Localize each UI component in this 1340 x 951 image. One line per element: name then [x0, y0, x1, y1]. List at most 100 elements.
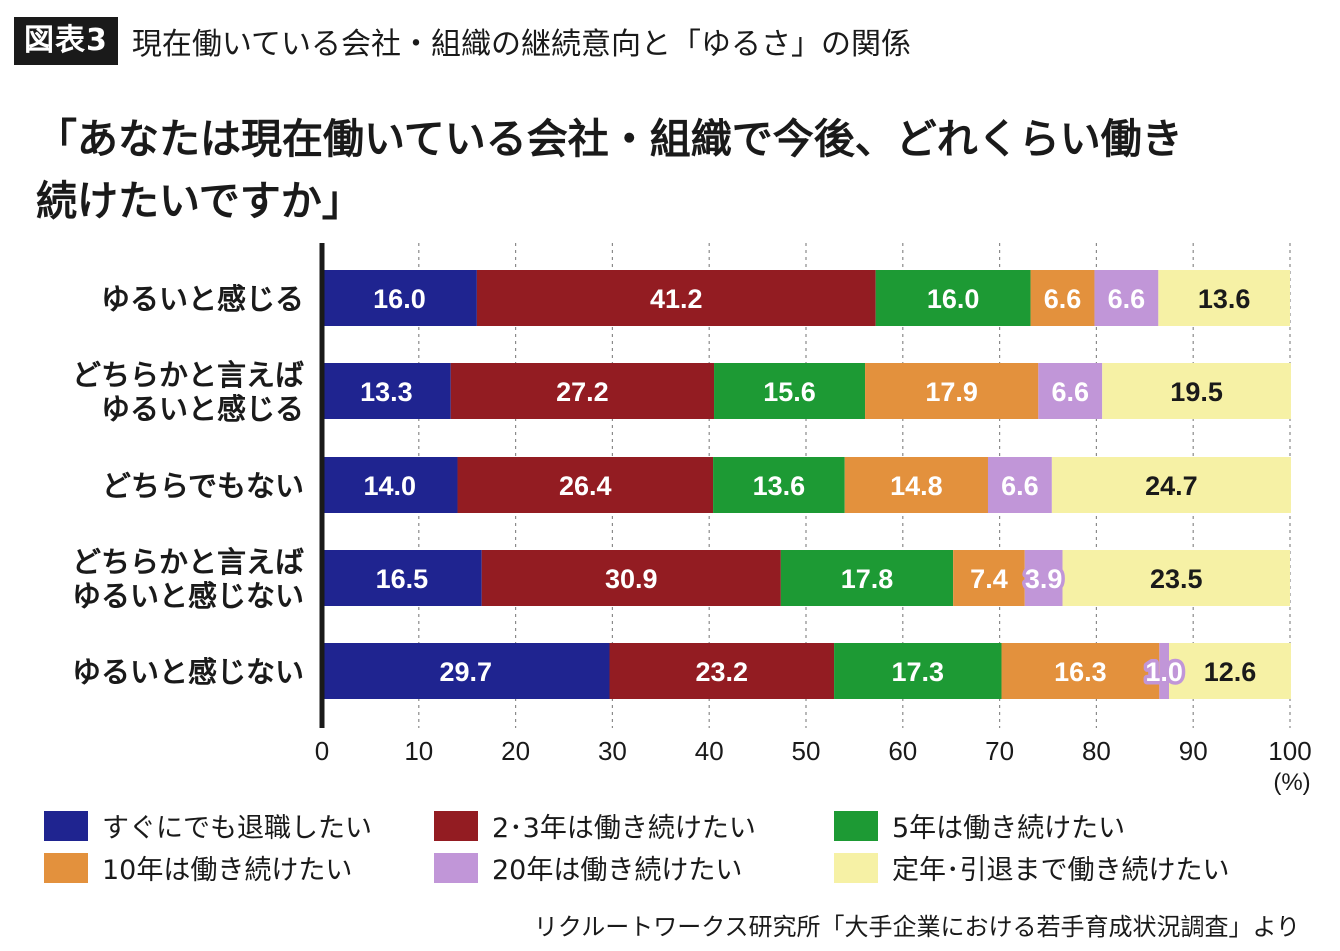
x-tick-label: 40 — [695, 736, 724, 766]
legend-item: 5年は働き続けたい — [834, 806, 1125, 845]
bar-segment — [609, 643, 835, 699]
bar-segment — [450, 363, 715, 419]
category-label: どちらでもない — [102, 469, 304, 503]
bar-segment — [953, 550, 1025, 606]
bar-value-label: 27.2 — [556, 377, 609, 407]
bar-value-label: 15.6 — [763, 377, 816, 407]
bar-value-label: 13.6 — [1198, 284, 1251, 314]
legend-label: 5年は働き続けたい — [892, 813, 1126, 844]
bar-value-label: 29.7 — [439, 657, 492, 687]
bar-segment — [1094, 270, 1159, 326]
x-tick-label: 60 — [888, 736, 917, 766]
bar-segment — [1001, 643, 1160, 699]
category-label: ゆるいと感じない — [72, 655, 304, 689]
bar-value-label: 17.8 — [841, 564, 894, 594]
bar-value-label: 6.6 — [1051, 377, 1089, 407]
bar-segment — [322, 270, 477, 326]
bar-value-label: 24.7 — [1145, 471, 1198, 501]
bar-value-label: 23.2 — [696, 657, 749, 687]
bar-value-label: 6.6 — [1108, 284, 1146, 314]
bar-segment — [1159, 643, 1169, 699]
legend-label: 定年･引退まで働き続けたい — [892, 855, 1230, 886]
bar-value-label: 3.9 — [1025, 564, 1063, 594]
bar-segment — [865, 363, 1039, 419]
bar-segment — [481, 550, 781, 606]
legend-swatch — [44, 852, 88, 883]
bar-value-label: 41.2 — [650, 284, 703, 314]
x-tick-label: 70 — [985, 736, 1014, 766]
x-tick-label: 100 — [1268, 736, 1311, 766]
bar-value-label: 13.6 — [753, 471, 806, 501]
x-tick-label: 80 — [1082, 736, 1111, 766]
legend-swatch — [434, 852, 478, 883]
bar-value-label: 6.6 — [1001, 471, 1039, 501]
x-tick-label: 10 — [404, 736, 433, 766]
x-tick-label: 30 — [598, 736, 627, 766]
legend-label: 2･3年は働き続けたい — [492, 813, 756, 844]
category-label: どちらかと言えば — [72, 545, 304, 579]
legend-item: 2･3年は働き続けたい — [434, 806, 756, 845]
survey-question-line-1: 「あなたは現在働いている会社・組織で今後、どれくらい働き — [36, 115, 1183, 163]
bar-value-label: 30.9 — [605, 564, 658, 594]
bar-value-label: 12.6 — [1204, 657, 1257, 687]
bar-segment — [834, 643, 1002, 699]
legend-item: 10年は働き続けたい — [44, 848, 352, 887]
bar-value-label: 17.9 — [925, 377, 978, 407]
legend-swatch — [834, 852, 878, 883]
category-label: どちらかと言えば — [72, 358, 304, 392]
survey-question-line-2: 続けたいですか」 — [36, 177, 363, 225]
bar-value-label: 6.6 — [1044, 284, 1082, 314]
figure-title: 現在働いている会社・組織の継続意向と「ゆるさ」の関係 — [131, 27, 911, 62]
bar-segment — [1038, 363, 1103, 419]
bar-segment — [875, 270, 1031, 326]
legend-label: 20年は働き続けたい — [492, 855, 743, 886]
legend-item: すぐにでも退職したい — [44, 806, 372, 845]
bar-segment — [476, 270, 876, 326]
stacked-bar-chart: 16.0 41.2 16.0 6.6 6.6 13.6 ゆるいと感じる 13.3 27.2 15.… — [72, 243, 1312, 796]
bar-value-label: 1.0 — [1145, 657, 1183, 687]
bar-value-label: 16.3 — [1054, 657, 1107, 687]
bar-segment — [322, 457, 458, 513]
bar-value-label: 23.5 — [1150, 564, 1203, 594]
figure-number-badge: 図表3 — [14, 17, 118, 65]
bar-segment — [1024, 550, 1063, 606]
legend-item: 定年･引退まで働き続けたい — [834, 848, 1230, 887]
bar-segment — [322, 363, 451, 419]
bar-segment — [322, 643, 610, 699]
category-label: ゆるいと感じない — [72, 579, 304, 613]
bar-segment — [1158, 270, 1290, 326]
bar-segment — [1169, 643, 1291, 699]
legend-item: 20年は働き続けたい — [434, 848, 742, 887]
source-note: リクルートワークス研究所「大手企業における若手育成状況調査」より — [533, 913, 1300, 941]
legend-swatch — [44, 810, 88, 841]
x-tick-label: 90 — [1179, 736, 1208, 766]
bar-segment — [987, 457, 1052, 513]
bar-value-label: 14.8 — [890, 471, 943, 501]
bar-segment — [713, 457, 845, 513]
bar-value-label: 14.0 — [363, 471, 416, 501]
category-label: ゆるいと感じる — [101, 392, 304, 426]
legend-label: 10年は働き続けたい — [102, 855, 353, 886]
legend-swatch — [834, 810, 878, 841]
bar-value-label: 7.4 — [970, 564, 1008, 594]
bar-segment — [780, 550, 954, 606]
survey-question: 「あなたは現在働いている会社・組織で今後、どれくらい働き 続けたいですか」 — [36, 108, 1331, 232]
bar-value-label: 16.0 — [927, 284, 980, 314]
bar-segment — [1062, 550, 1290, 606]
bar-segment — [1030, 270, 1095, 326]
bar-value-label: 19.5 — [1170, 377, 1223, 407]
bar-segment — [457, 457, 714, 513]
bar-segment — [844, 457, 988, 513]
bar-value-label: 16.5 — [376, 564, 429, 594]
legend-label: すぐにでも退職したい — [102, 813, 372, 844]
bar-segment — [322, 550, 482, 606]
bar-value-label: 26.4 — [559, 471, 612, 501]
x-tick-label: 20 — [501, 736, 530, 766]
legend-swatch — [434, 810, 478, 841]
bar-segment — [1051, 457, 1291, 513]
figure-header: 図表3 現在働いている会社・組織の継続意向と「ゆるさ」の関係 — [14, 16, 911, 66]
category-label: ゆるいと感じる — [101, 282, 304, 316]
bar-value-label: 13.3 — [360, 377, 413, 407]
x-tick-label: 50 — [792, 736, 821, 766]
bar-segment — [1102, 363, 1291, 419]
